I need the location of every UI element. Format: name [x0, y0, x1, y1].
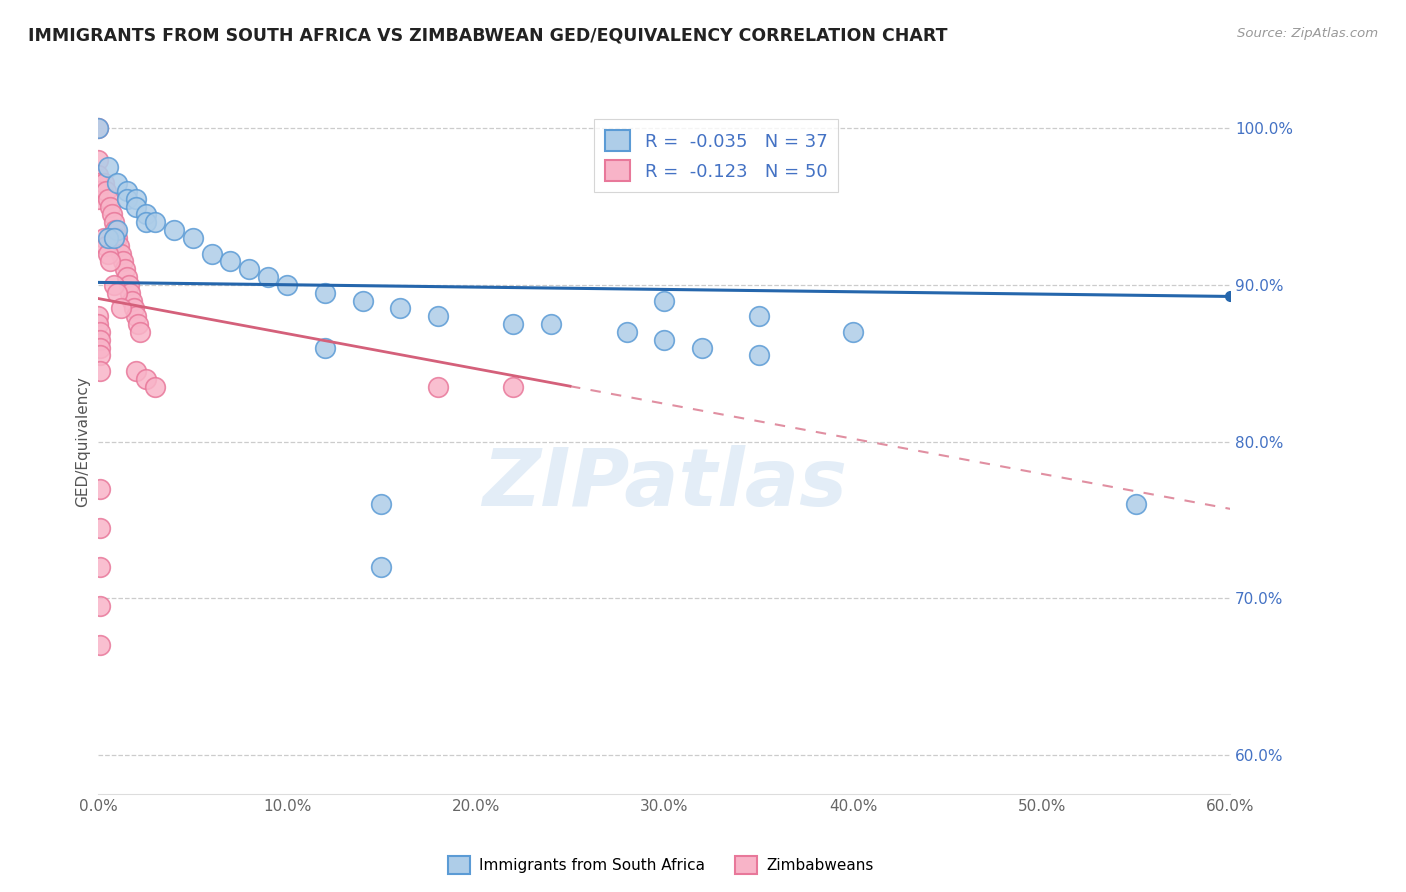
Point — [87, 153, 110, 167]
Point — [105, 231, 128, 245]
Point — [87, 184, 110, 198]
Point — [616, 325, 638, 339]
Point — [117, 277, 139, 292]
Point — [127, 317, 149, 331]
Point — [125, 200, 148, 214]
Point — [135, 372, 157, 386]
Point — [89, 333, 111, 347]
Point — [115, 270, 138, 285]
Text: ZIPatlas: ZIPatlas — [482, 445, 846, 523]
Point — [122, 301, 145, 316]
Point — [89, 599, 111, 613]
Point — [314, 341, 336, 355]
Point — [201, 246, 224, 260]
Point — [87, 121, 110, 136]
Point — [125, 192, 148, 206]
Point — [110, 301, 132, 316]
Point — [89, 638, 111, 652]
Point — [1125, 497, 1147, 511]
Point — [87, 169, 110, 183]
Point — [87, 310, 110, 324]
Point — [502, 317, 524, 331]
Point — [502, 380, 524, 394]
Point — [652, 293, 676, 308]
Point — [87, 192, 110, 206]
Point — [108, 239, 131, 253]
Point — [97, 161, 120, 175]
Point — [89, 521, 111, 535]
Point — [690, 341, 713, 355]
Point — [314, 285, 336, 300]
Legend: Immigrants from South Africa, Zimbabweans: Immigrants from South Africa, Zimbabwean… — [443, 850, 879, 880]
Point — [238, 262, 260, 277]
Point — [87, 121, 110, 136]
Point — [103, 277, 125, 292]
Point — [115, 192, 138, 206]
Point — [652, 333, 676, 347]
Point — [104, 223, 127, 237]
Point — [110, 246, 132, 260]
Point — [89, 482, 111, 496]
Point — [370, 559, 392, 574]
Point — [94, 184, 117, 198]
Point — [89, 559, 111, 574]
Point — [135, 215, 157, 229]
Point — [219, 254, 242, 268]
Point — [93, 231, 115, 245]
Point — [427, 380, 450, 394]
Point — [125, 364, 148, 378]
Point — [89, 325, 111, 339]
Point — [540, 317, 562, 331]
Point — [97, 246, 120, 260]
Point — [103, 215, 125, 229]
Point — [105, 176, 128, 190]
Point — [842, 325, 865, 339]
Point — [87, 317, 110, 331]
Point — [93, 176, 115, 190]
Point — [87, 176, 110, 190]
Point — [121, 293, 143, 308]
Point — [135, 207, 157, 221]
Text: IMMIGRANTS FROM SOUTH AFRICA VS ZIMBABWEAN GED/EQUIVALENCY CORRELATION CHART: IMMIGRANTS FROM SOUTH AFRICA VS ZIMBABWE… — [28, 27, 948, 45]
Y-axis label: GED/Equivalency: GED/Equivalency — [75, 376, 90, 507]
Point — [105, 223, 128, 237]
Point — [105, 285, 128, 300]
Point — [748, 348, 770, 362]
Point — [181, 231, 204, 245]
Point — [163, 223, 186, 237]
Point — [98, 254, 121, 268]
Point — [97, 231, 120, 245]
Point — [114, 262, 136, 277]
Text: Source: ZipAtlas.com: Source: ZipAtlas.com — [1237, 27, 1378, 40]
Point — [143, 215, 166, 229]
Point — [120, 285, 142, 300]
Point — [143, 380, 166, 394]
Point — [352, 293, 374, 308]
Point — [89, 348, 111, 362]
Point — [94, 239, 117, 253]
Legend: R =  -0.035   N = 37, R =  -0.123   N = 50: R = -0.035 N = 37, R = -0.123 N = 50 — [595, 120, 838, 192]
Point — [427, 310, 450, 324]
Point — [370, 497, 392, 511]
Point — [276, 277, 298, 292]
Point — [748, 310, 770, 324]
Point — [389, 301, 412, 316]
Point — [257, 270, 280, 285]
Point — [115, 184, 138, 198]
Point — [89, 341, 111, 355]
Point — [103, 231, 125, 245]
Point — [125, 310, 148, 324]
Point — [100, 207, 122, 221]
Point — [111, 254, 134, 268]
Point — [97, 192, 120, 206]
Point — [98, 200, 121, 214]
Point — [129, 325, 152, 339]
Point — [89, 364, 111, 378]
